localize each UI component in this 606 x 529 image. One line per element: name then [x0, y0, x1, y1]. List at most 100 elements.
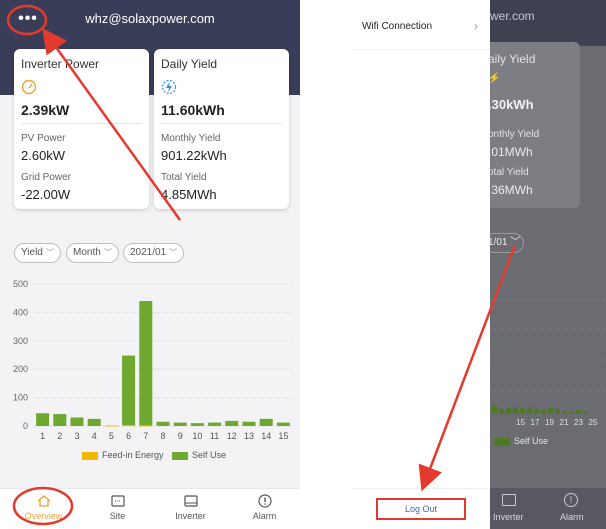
dimmed-lightning-icon: ⚡	[490, 73, 501, 84]
dimmed-x-tick: 21	[559, 418, 569, 427]
x-tick-label: 6	[126, 431, 131, 441]
grid-power-label: Grid Power	[21, 172, 72, 183]
account-email: whz@solaxpower.com	[85, 11, 215, 26]
legend-label-feed-in: Feed-in Energy	[102, 450, 164, 460]
dimmed-chart	[490, 299, 606, 414]
bar-self-use[interactable]	[156, 421, 170, 426]
bar-self-use[interactable]	[225, 420, 239, 426]
x-tick-label: 13	[244, 431, 254, 441]
tab-inverter[interactable]: Inverter	[153, 489, 228, 529]
bar-self-use[interactable]	[208, 422, 222, 426]
dimmed-monthly-label: onthly Yield	[490, 129, 540, 140]
x-tick-label: 15	[278, 431, 288, 441]
date-dropdown[interactable]: 2021/01 ﹀	[123, 243, 185, 263]
inverter-power-card[interactable]: Inverter Power 2.39kW PV Power 2.60kW Gr…	[14, 49, 149, 209]
tab-overview[interactable]: Overview	[6, 489, 81, 529]
dimmed-alarm-icon: !	[564, 493, 578, 507]
dimmed-x-tick: 23	[574, 418, 583, 427]
bar-feed-in-energy[interactable]	[104, 425, 118, 427]
dimmed-legend-label: Self Use	[514, 436, 549, 446]
tab-label-site: Site	[109, 511, 126, 521]
dimmed-x-tick: 25	[588, 418, 598, 427]
x-tick-label: 1	[40, 431, 45, 441]
total-yield-label: Total Yield	[161, 172, 207, 183]
chevron-down-icon: ﹀	[45, 248, 54, 257]
bar-self-use[interactable]	[70, 417, 84, 426]
x-tick-label: 9	[178, 431, 183, 441]
legend-swatch	[494, 437, 510, 446]
dimmed-yield-value: .30kWh	[490, 97, 534, 112]
chevron-down-icon: ﹀	[169, 248, 178, 257]
legend-feed-in: Feed-in Energy	[82, 450, 164, 460]
bar-self-use[interactable]	[139, 301, 153, 426]
bar-feed-in-energy[interactable]	[139, 425, 153, 427]
y-tick-label: 100	[13, 393, 28, 403]
grid-power-value: -22.00W	[21, 187, 71, 202]
alarm-icon	[257, 494, 272, 508]
bar-self-use[interactable]	[242, 421, 256, 426]
yield-type-value: Yield	[21, 247, 43, 258]
dimmed-x-tick: 17	[530, 418, 540, 427]
bar-self-use[interactable]	[173, 422, 187, 426]
bar-self-use[interactable]	[36, 413, 50, 426]
bar-self-use[interactable]	[53, 414, 67, 426]
dimmed-email: wer.com	[490, 9, 535, 23]
date-value: 2021/01	[130, 247, 167, 258]
legend-self-use: Self Use	[172, 450, 226, 460]
inverter-icon	[183, 495, 198, 507]
bar-self-use[interactable]	[190, 423, 204, 426]
dimmed-date-value: 1/01	[490, 237, 508, 248]
period-value: Month	[73, 247, 101, 258]
legend-label-self-use: Self Use	[192, 450, 227, 460]
logout-button[interactable]: Log Out	[376, 498, 466, 520]
pv-power-label: PV Power	[21, 133, 66, 144]
x-tick-label: 4	[92, 431, 97, 441]
y-tick-label: 400	[13, 307, 28, 317]
dimmed-total-label: otal Yield	[490, 167, 529, 178]
x-tick-label: 7	[143, 431, 148, 441]
tab-site[interactable]: Site	[80, 489, 155, 529]
x-tick-label: 2	[57, 431, 62, 441]
y-tick-label: 300	[13, 336, 28, 346]
dimmed-inverter-icon	[502, 494, 516, 506]
site-icon	[110, 495, 125, 507]
dimmed-header: wer.com	[490, 0, 606, 46]
tab-label-inverter: Inverter	[175, 511, 206, 521]
dimmed-yield-title: aily Yield	[490, 52, 536, 66]
dimmed-monthly-value: .01MWh	[490, 145, 533, 159]
bottom-tab-bar: Overview Site Inverter Alarm	[0, 488, 300, 529]
dimmed-x-tick: 19	[545, 418, 554, 427]
inverter-power-value: 2.39kW	[21, 102, 70, 118]
bar-self-use[interactable]	[87, 418, 101, 426]
x-tick-label: 3	[74, 431, 79, 441]
inverter-power-title: Inverter Power	[21, 57, 100, 71]
chevron-down-icon: ﹀	[103, 248, 112, 257]
daily-yield-title: Daily Yield	[161, 57, 218, 71]
bar-self-use[interactable]	[276, 422, 290, 426]
wifi-connection-label: Wifi Connection	[362, 21, 433, 32]
yield-type-dropdown[interactable]: Yield ﹀	[14, 243, 61, 263]
home-icon	[37, 495, 50, 507]
bar-self-use[interactable]	[259, 418, 273, 426]
dimmed-tab-bar: ! Inverter Alarm	[490, 488, 606, 529]
menu-item-wifi-connection[interactable]: Wifi Connection ›	[352, 0, 490, 50]
y-tick-label: 200	[13, 364, 28, 374]
dimmed-tab-inverter: Inverter	[493, 512, 524, 522]
gauge-icon	[21, 79, 37, 95]
period-dropdown[interactable]: Month ﹀	[66, 243, 119, 263]
tab-alarm[interactable]: Alarm	[227, 489, 300, 529]
x-tick-label: 10	[192, 431, 202, 441]
divider	[21, 123, 142, 124]
daily-yield-card[interactable]: Daily Yield 11.60kWh Monthly Yield 901.2…	[154, 49, 289, 209]
bar-feed-in-energy[interactable]	[122, 425, 136, 427]
side-menu-drawer: Wifi Connection ›	[352, 0, 490, 529]
legend-swatch	[82, 451, 98, 460]
x-tick-label: 8	[160, 431, 165, 441]
tab-label-overview: Overview	[24, 511, 63, 521]
y-tick-label: 0	[23, 421, 28, 431]
bar-self-use[interactable]	[122, 355, 136, 426]
chevron-right-icon: ›	[474, 19, 478, 33]
x-tick-label: 5	[109, 431, 114, 441]
dimmed-x-tick: 15	[516, 418, 525, 427]
